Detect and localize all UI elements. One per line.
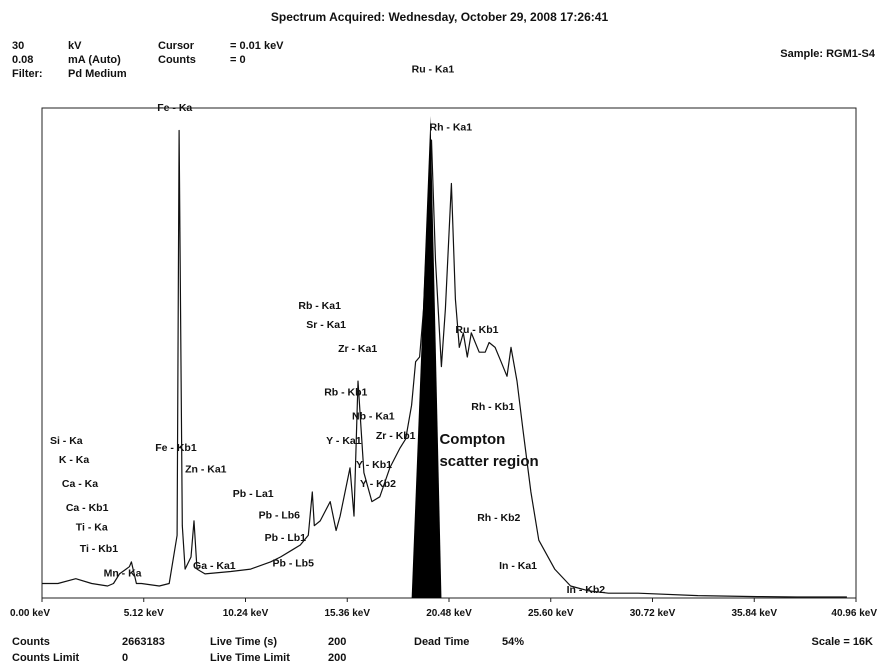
- x-tick-label: 0.00 keV: [10, 608, 50, 619]
- spectrum-line: [42, 129, 847, 598]
- cursor-value: = 0.01 keV: [230, 40, 284, 52]
- peak-label: Mn - Ka: [104, 567, 142, 579]
- peak-label: Pb - La1: [233, 488, 274, 500]
- peak-label: Pb - Lb6: [259, 509, 301, 521]
- peak-label: Pb - Lb5: [273, 558, 315, 570]
- peak-label: Y - Kb1: [356, 459, 392, 471]
- peak-label: Y - Ka1: [326, 435, 362, 447]
- peak-label: Rh - Kb2: [477, 512, 520, 524]
- x-tick-label: 5.12 keV: [124, 608, 164, 619]
- live-time-limit-value: 200: [328, 652, 347, 664]
- counts-value: 2663183: [122, 636, 165, 648]
- live-time-label: Live Time (s): [210, 636, 278, 648]
- peak-label: Ga - Ka1: [193, 560, 236, 572]
- peak-label: Zn - Ka1: [185, 464, 227, 476]
- x-tick-label: 25.60 keV: [528, 608, 574, 619]
- counts-limit-value: 0: [122, 652, 129, 664]
- filter-label: Filter:: [12, 68, 43, 80]
- peak-label: Ru - Ka1: [412, 64, 455, 76]
- counts-label: Counts: [12, 636, 50, 648]
- peak-label: Sr - Ka1: [306, 319, 346, 331]
- peak-label: Rb - Kb1: [324, 387, 367, 399]
- counts-header-label: Counts: [158, 54, 196, 66]
- peak-label: In - Ka1: [499, 560, 537, 572]
- peak-label: Zr - Kb1: [376, 430, 416, 442]
- filter-value: Pd Medium: [68, 68, 127, 80]
- peak-label: Rh - Kb1: [471, 401, 514, 413]
- compton-annotation-line1: Compton: [439, 431, 505, 448]
- peak-label: K - Ka: [59, 454, 89, 466]
- x-tick-label: 40.96 keV: [831, 608, 877, 619]
- current-value: 0.08: [12, 54, 34, 66]
- x-tick-label: 10.24 keV: [223, 608, 269, 619]
- peak-label: Fe - Kb1: [155, 442, 197, 454]
- compton-annotation-line2: scatter region: [439, 453, 538, 470]
- scale-label: Scale = 16K: [811, 636, 873, 648]
- peak-label: Ti - Kb1: [80, 543, 118, 555]
- dead-time-label: Dead Time: [414, 636, 470, 648]
- peak-label: Nb - Ka1: [352, 411, 395, 423]
- counts-limit-label: Counts Limit: [12, 652, 80, 664]
- peak-label: Ru - Kb1: [455, 324, 498, 336]
- cursor-label: Cursor: [158, 40, 195, 52]
- compton-band: [411, 116, 442, 598]
- x-tick-label: 15.36 keV: [324, 608, 370, 619]
- counts-header-value: = 0: [230, 54, 246, 66]
- plot-frame: [41, 107, 857, 599]
- peak-label: Ti - Ka: [76, 522, 108, 534]
- x-tick-label: 30.72 keV: [630, 608, 676, 619]
- peak-label: Si - Ka: [50, 435, 83, 447]
- peak-label: Pb - Lb1: [265, 532, 307, 544]
- live-time-limit-label: Live Time Limit: [210, 652, 290, 664]
- live-time-value: 200: [328, 636, 347, 648]
- x-tick-label: 20.48 keV: [426, 608, 472, 619]
- dead-time-value: 54%: [502, 636, 525, 648]
- peak-label: In - Kb2: [567, 584, 606, 596]
- peak-label: Rb - Ka1: [298, 300, 341, 312]
- peak-label: Y - Kb2: [360, 478, 396, 490]
- peak-label: Zr - Ka1: [338, 343, 377, 355]
- voltage-unit: kV: [68, 40, 82, 52]
- voltage-value: 30: [12, 40, 25, 52]
- peak-label: Rh - Ka1: [430, 121, 473, 133]
- sample-label: Sample: RGM1-S4: [780, 48, 875, 60]
- current-unit: mA (Auto): [68, 54, 121, 66]
- spectrum-title: Spectrum Acquired: Wednesday, October 29…: [270, 10, 609, 24]
- peak-label: Ca - Kb1: [66, 502, 109, 514]
- peak-label: Fe - Ka: [157, 102, 192, 114]
- peak-label: Ca - Ka: [62, 478, 98, 490]
- x-tick-label: 35.84 keV: [731, 608, 777, 619]
